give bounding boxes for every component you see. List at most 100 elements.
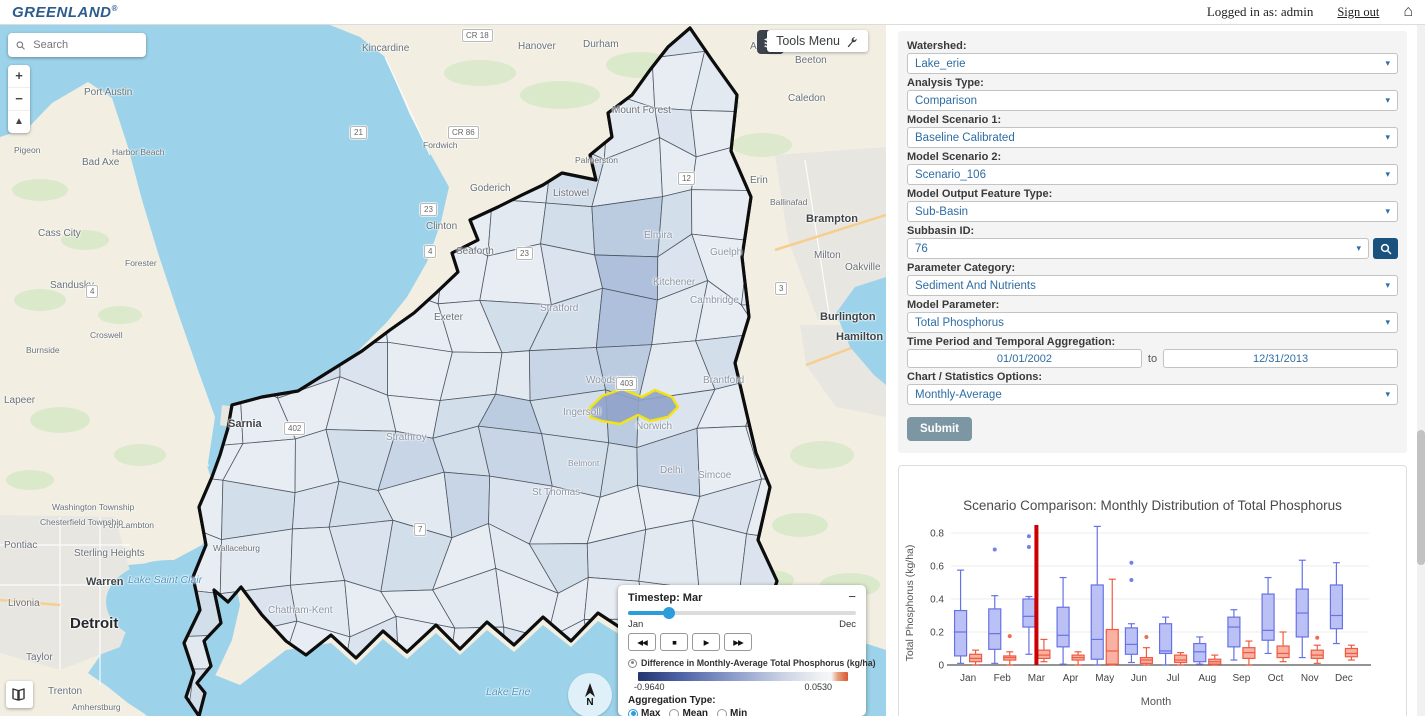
subbasin-polygon[interactable] xyxy=(171,240,226,300)
search-icon xyxy=(1380,243,1392,255)
subbasin-polygon[interactable] xyxy=(331,140,394,187)
road-badge: 23 xyxy=(420,203,437,216)
legend-max-value: 0.0530 xyxy=(804,682,832,692)
subbasin-polygon[interactable] xyxy=(322,45,391,109)
compass-label: N xyxy=(586,696,594,708)
subbasin-polygon[interactable] xyxy=(271,45,329,112)
zoom-out-button[interactable]: − xyxy=(8,88,30,111)
map-zoom-control: + − ▲ xyxy=(8,65,30,133)
scrollbar-thumb[interactable] xyxy=(1417,430,1425,565)
form-field: Watershed: Lake_erie ▾ xyxy=(907,40,1398,74)
wrench-icon xyxy=(847,36,857,47)
subbasin-polygon[interactable] xyxy=(331,183,395,244)
fast-forward-button[interactable]: ▶▶ xyxy=(724,633,752,651)
subbasin-polygon[interactable] xyxy=(230,110,283,151)
subbasin-polygon[interactable] xyxy=(229,25,273,63)
overview-map-button[interactable] xyxy=(6,681,33,708)
subbasin-polygon[interactable] xyxy=(495,350,531,402)
collapse-panel-button[interactable]: − xyxy=(848,589,856,604)
model-scenario-1-select[interactable]: Baseline Calibrated ▾ xyxy=(907,127,1398,148)
analysis-type-select[interactable]: Comparison ▾ xyxy=(907,90,1398,111)
subbasin-polygon[interactable] xyxy=(691,189,752,241)
model-scenario-2-select[interactable]: Scenario_106 ▾ xyxy=(907,164,1398,185)
watershed-select[interactable]: Lake_erie ▾ xyxy=(907,53,1398,74)
box xyxy=(1261,593,1275,641)
subbasin-polygon[interactable] xyxy=(591,196,663,258)
subbasin-polygon[interactable] xyxy=(229,56,283,112)
stop-button[interactable]: ■ xyxy=(660,633,688,651)
submit-button[interactable]: Submit xyxy=(907,417,972,441)
radio-label: Mean xyxy=(682,708,709,716)
tools-menu-button[interactable]: Tools Menu xyxy=(767,30,868,52)
analysis-panel: Watershed: Lake_erie ▾ Analysis Type: Compar… xyxy=(886,25,1417,716)
y-axis-label: Total Phosphorus (kg/ha) xyxy=(904,545,916,662)
subbasin-polygon[interactable] xyxy=(271,25,347,58)
selected-subbasin[interactable] xyxy=(586,387,680,426)
timestep-title: Timestep: Mar xyxy=(628,592,703,604)
x-axis-label: Month xyxy=(1141,696,1172,708)
radio-button[interactable] xyxy=(628,708,638,716)
feature-type-select[interactable]: Sub-Basin ▾ xyxy=(907,201,1398,222)
reset-view-button[interactable]: ▲ xyxy=(14,116,24,127)
aggregation-option-mean[interactable]: Mean xyxy=(669,708,708,716)
chevron-down-icon: ▾ xyxy=(1385,169,1390,179)
sign-out-link[interactable]: Sign out xyxy=(1337,4,1380,19)
subbasin-polygon[interactable] xyxy=(289,237,350,296)
subbasin-polygon[interactable] xyxy=(179,25,231,63)
radio-button[interactable] xyxy=(669,708,680,716)
box xyxy=(1310,649,1324,660)
subbasin-polygon[interactable] xyxy=(271,137,333,205)
to-label: to xyxy=(1147,352,1158,365)
subbasin-polygon[interactable] xyxy=(238,334,283,399)
end-date-input[interactable] xyxy=(1163,349,1398,368)
subbasin-polygon[interactable] xyxy=(385,185,447,237)
road-badge: 403 xyxy=(616,377,638,390)
play-button[interactable]: ▶ xyxy=(692,633,720,651)
legend-info-icon[interactable] xyxy=(628,658,637,668)
aggregation-option-max[interactable]: Max xyxy=(628,708,660,716)
rewind-button[interactable]: ◀◀ xyxy=(628,633,656,651)
subbasin-polygon[interactable] xyxy=(182,59,231,112)
subbasin-polygon[interactable] xyxy=(175,187,245,250)
compass[interactable]: N xyxy=(568,673,612,716)
zoom-in-button[interactable]: + xyxy=(8,65,30,88)
subbasin-polygon[interactable] xyxy=(175,143,245,204)
detroit-river xyxy=(104,662,154,716)
radio-button[interactable] xyxy=(717,708,728,716)
urban-areas xyxy=(0,147,886,670)
map-search-box[interactable] xyxy=(8,33,146,57)
subbasin-polygon[interactable] xyxy=(281,286,341,345)
subbasin-polygon[interactable] xyxy=(638,519,700,590)
subbasin-polygon[interactable] xyxy=(328,93,394,149)
subbasin-id-select[interactable]: 76 ▾ xyxy=(907,238,1369,259)
home-icon[interactable]: ⌂ xyxy=(1403,3,1413,20)
road-badge: 23 xyxy=(516,247,533,260)
subbasin-polygon[interactable] xyxy=(219,528,293,595)
field-label: Model Output Feature Type: xyxy=(907,188,1053,200)
parameter-category-select[interactable]: Sediment And Nutrients ▾ xyxy=(907,275,1398,296)
map-canvas[interactable]: KincardineHanoverDurhamAllistonBeetonMou… xyxy=(0,25,886,716)
north-arrow-icon xyxy=(585,682,595,697)
subbasin-polygon[interactable] xyxy=(224,294,296,343)
slider-handle[interactable] xyxy=(663,607,676,619)
chart-options-select[interactable]: Monthly-Average ▾ xyxy=(907,384,1398,405)
subbasin-polygon[interactable] xyxy=(221,187,291,242)
timestep-slider[interactable] xyxy=(628,607,856,619)
subbasin-polygon[interactable] xyxy=(185,88,241,150)
box xyxy=(1056,606,1070,648)
slider-max-label: Dec xyxy=(839,619,856,630)
subbasin-polygon[interactable] xyxy=(285,183,350,244)
subbasin-search-button[interactable] xyxy=(1373,238,1398,259)
chevron-down-icon: ▾ xyxy=(1385,95,1390,105)
aggregation-type-label: Aggregation Type: xyxy=(628,695,716,706)
subbasin-polygon[interactable] xyxy=(271,93,333,142)
aggregation-option-min[interactable]: Min xyxy=(717,708,747,716)
start-date-input[interactable] xyxy=(907,349,1142,368)
model-parameter-select[interactable]: Total Phosphorus ▾ xyxy=(907,312,1398,333)
box xyxy=(1344,647,1359,658)
subbasin-polygon[interactable] xyxy=(239,137,287,205)
logo-registered-mark: ® xyxy=(111,3,118,13)
subbasin-polygon[interactable] xyxy=(221,237,296,296)
search-input[interactable] xyxy=(31,38,138,52)
subbasin-polygon[interactable] xyxy=(331,233,396,288)
